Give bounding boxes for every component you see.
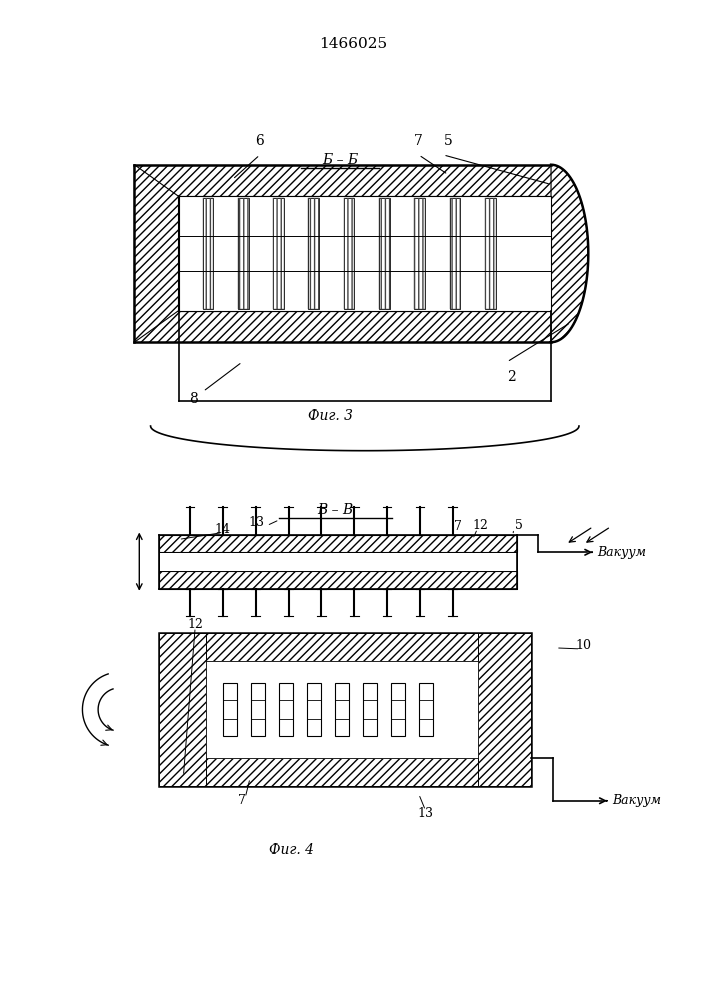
- Bar: [159, 571, 517, 589]
- Bar: [134, 311, 551, 342]
- Text: В – В: В – В: [317, 503, 354, 517]
- Bar: [251, 683, 264, 736]
- Text: 5: 5: [515, 519, 522, 532]
- Bar: [238, 198, 249, 309]
- Text: 8: 8: [189, 392, 197, 406]
- Text: 14: 14: [215, 523, 230, 536]
- Bar: [363, 683, 377, 736]
- Text: 13: 13: [249, 516, 265, 529]
- Bar: [414, 198, 425, 309]
- Bar: [202, 198, 214, 309]
- Bar: [159, 758, 532, 786]
- Bar: [414, 198, 425, 309]
- Text: 13: 13: [418, 807, 433, 820]
- Text: 7: 7: [238, 794, 246, 807]
- Bar: [159, 633, 532, 661]
- Bar: [159, 633, 532, 786]
- Bar: [344, 198, 354, 309]
- Text: 12: 12: [472, 519, 489, 532]
- Text: Фиг. 3: Фиг. 3: [308, 409, 353, 423]
- Text: 10: 10: [575, 639, 591, 652]
- Bar: [419, 683, 433, 736]
- Bar: [273, 198, 284, 309]
- Bar: [307, 683, 320, 736]
- Bar: [485, 198, 496, 309]
- Bar: [159, 535, 517, 552]
- Bar: [159, 633, 206, 786]
- Text: Вакуум: Вакуум: [612, 794, 661, 807]
- Bar: [485, 198, 496, 309]
- Bar: [223, 683, 237, 736]
- Bar: [379, 198, 390, 309]
- Polygon shape: [134, 165, 178, 342]
- Bar: [238, 198, 249, 309]
- Text: 6: 6: [255, 134, 264, 148]
- Bar: [344, 198, 354, 309]
- Text: 5: 5: [444, 134, 452, 148]
- Bar: [379, 198, 390, 309]
- Text: Б – Б: Б – Б: [322, 153, 358, 167]
- Bar: [450, 198, 460, 309]
- Bar: [450, 198, 460, 309]
- Bar: [206, 661, 477, 758]
- Bar: [391, 683, 404, 736]
- Bar: [178, 196, 551, 311]
- Bar: [308, 198, 319, 309]
- Text: Вакуум: Вакуум: [597, 546, 646, 559]
- Bar: [279, 683, 293, 736]
- Text: 12: 12: [187, 618, 203, 631]
- Bar: [477, 633, 532, 786]
- Bar: [202, 198, 214, 309]
- Text: 7: 7: [414, 134, 423, 148]
- Text: 2: 2: [508, 370, 516, 384]
- Bar: [335, 683, 349, 736]
- Text: Фиг. 4: Фиг. 4: [269, 843, 314, 857]
- Text: 7: 7: [454, 520, 462, 533]
- Bar: [134, 165, 551, 196]
- Bar: [308, 198, 319, 309]
- Polygon shape: [551, 165, 588, 342]
- Bar: [273, 198, 284, 309]
- Text: 1466025: 1466025: [319, 37, 387, 51]
- Bar: [159, 552, 517, 571]
